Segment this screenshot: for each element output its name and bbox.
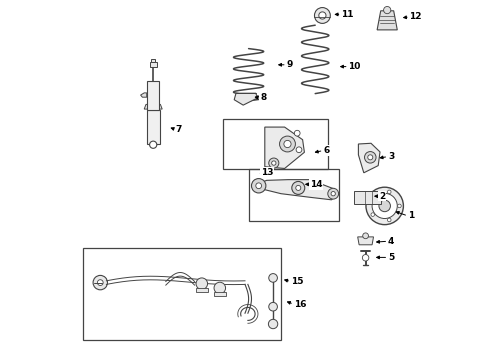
- Circle shape: [98, 280, 103, 285]
- Circle shape: [196, 278, 208, 289]
- Circle shape: [398, 204, 401, 208]
- Circle shape: [269, 274, 277, 282]
- Circle shape: [256, 183, 262, 189]
- Text: 5: 5: [388, 253, 394, 262]
- Text: 13: 13: [261, 167, 274, 176]
- Circle shape: [271, 161, 276, 165]
- Text: 14: 14: [310, 180, 322, 189]
- Polygon shape: [234, 93, 258, 105]
- Circle shape: [149, 141, 157, 148]
- Bar: [196, 288, 208, 292]
- Polygon shape: [358, 237, 373, 245]
- Circle shape: [214, 282, 225, 294]
- Polygon shape: [141, 93, 147, 97]
- Text: 16: 16: [294, 300, 306, 309]
- Text: 10: 10: [348, 62, 361, 71]
- Circle shape: [368, 155, 373, 160]
- Polygon shape: [358, 143, 380, 173]
- Circle shape: [371, 213, 374, 216]
- Polygon shape: [377, 11, 397, 30]
- Circle shape: [296, 185, 301, 190]
- Circle shape: [366, 187, 403, 225]
- Text: 3: 3: [388, 152, 394, 161]
- Bar: [214, 292, 225, 296]
- Text: 6: 6: [323, 146, 329, 155]
- Circle shape: [328, 188, 339, 199]
- Bar: [248, 169, 339, 221]
- Text: 9: 9: [286, 60, 293, 69]
- Polygon shape: [265, 127, 304, 168]
- Text: 8: 8: [260, 94, 267, 102]
- Polygon shape: [354, 191, 381, 204]
- Text: 12: 12: [410, 12, 422, 22]
- Circle shape: [384, 6, 391, 14]
- Circle shape: [269, 319, 278, 329]
- Bar: [151, 59, 155, 62]
- Text: 1: 1: [408, 211, 414, 220]
- Circle shape: [331, 192, 335, 196]
- Circle shape: [379, 200, 391, 212]
- Circle shape: [372, 193, 397, 219]
- Circle shape: [363, 255, 369, 261]
- Circle shape: [388, 218, 391, 222]
- Circle shape: [93, 275, 107, 290]
- Circle shape: [371, 195, 374, 199]
- Circle shape: [388, 190, 391, 194]
- Circle shape: [296, 147, 302, 153]
- Circle shape: [292, 181, 305, 194]
- Circle shape: [269, 302, 277, 311]
- Polygon shape: [256, 180, 339, 200]
- Bar: [223, 119, 328, 169]
- Circle shape: [284, 140, 291, 148]
- Bar: [83, 248, 281, 340]
- Text: 15: 15: [291, 277, 303, 286]
- Circle shape: [319, 12, 326, 19]
- Circle shape: [269, 158, 279, 168]
- Bar: [147, 81, 159, 110]
- Bar: [147, 110, 160, 144]
- Circle shape: [365, 152, 376, 163]
- Circle shape: [251, 179, 266, 193]
- Circle shape: [280, 136, 295, 152]
- Circle shape: [315, 8, 330, 23]
- Text: 4: 4: [388, 237, 394, 246]
- Text: 11: 11: [341, 10, 354, 19]
- Text: 2: 2: [379, 192, 385, 201]
- Polygon shape: [144, 104, 162, 109]
- Text: 7: 7: [175, 125, 182, 134]
- Circle shape: [294, 130, 300, 136]
- Bar: [149, 62, 157, 67]
- Circle shape: [363, 233, 368, 239]
